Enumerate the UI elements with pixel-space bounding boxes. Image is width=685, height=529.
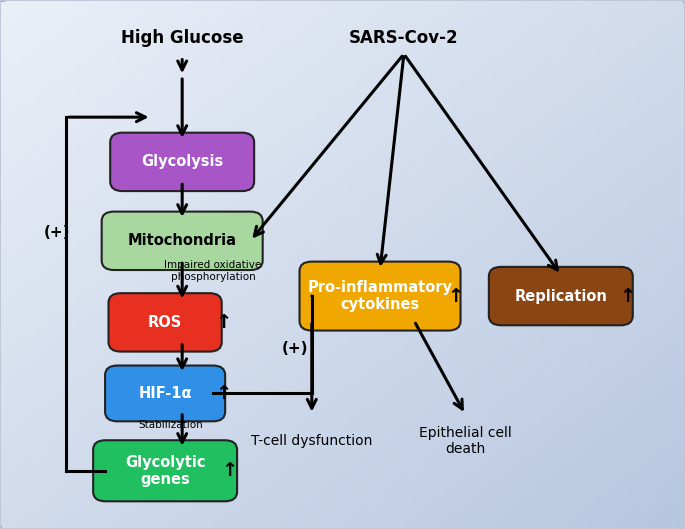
FancyBboxPatch shape (110, 133, 254, 191)
Text: SARS-Cov-2: SARS-Cov-2 (349, 29, 459, 47)
Text: T-cell dysfunction: T-cell dysfunction (251, 434, 373, 448)
Text: HIF-1α: HIF-1α (138, 386, 192, 401)
Text: (+): (+) (44, 225, 71, 240)
FancyBboxPatch shape (489, 267, 633, 325)
Text: ↑: ↑ (222, 461, 238, 480)
FancyBboxPatch shape (93, 440, 237, 501)
Text: Glycolysis: Glycolysis (141, 154, 223, 169)
Text: Mitochondria: Mitochondria (127, 233, 237, 248)
Text: Epithelial cell
death: Epithelial cell death (419, 426, 512, 456)
Text: ↑: ↑ (447, 287, 463, 306)
Text: Glycolytic
genes: Glycolytic genes (125, 454, 206, 487)
Text: High Glucose: High Glucose (121, 29, 243, 47)
Text: ↑: ↑ (215, 313, 232, 332)
Text: Replication: Replication (514, 289, 607, 304)
Text: Impaired oxidative
phosphorylation: Impaired oxidative phosphorylation (164, 260, 262, 281)
Text: (+): (+) (282, 341, 308, 356)
FancyBboxPatch shape (108, 293, 222, 352)
Text: Stabilization: Stabilization (138, 420, 203, 430)
FancyBboxPatch shape (105, 366, 225, 421)
Text: ROS: ROS (148, 315, 182, 330)
Text: ↑: ↑ (215, 384, 232, 403)
Text: Pro-inflammatory
cytokines: Pro-inflammatory cytokines (308, 280, 453, 312)
FancyBboxPatch shape (299, 262, 460, 331)
FancyBboxPatch shape (101, 212, 262, 270)
Text: ↑: ↑ (619, 287, 636, 306)
